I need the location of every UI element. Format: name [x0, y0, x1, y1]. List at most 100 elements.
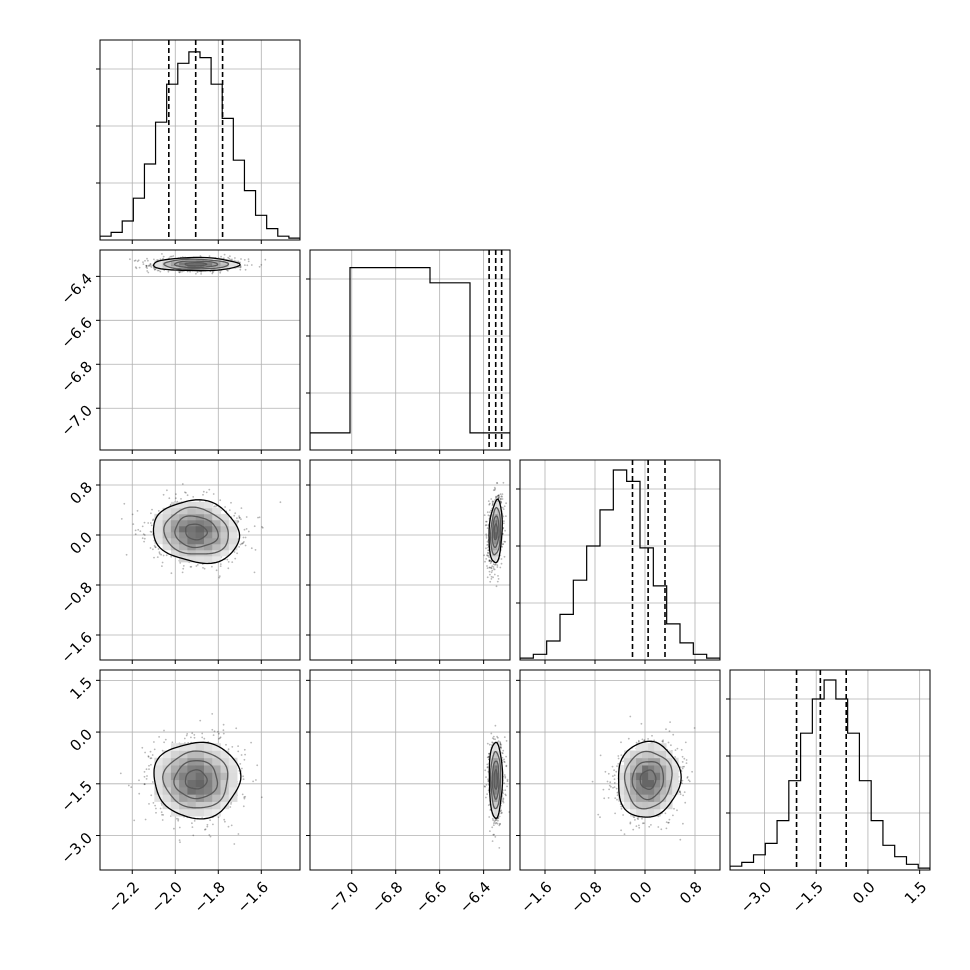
sample-point: [158, 552, 161, 555]
sample-point: [154, 546, 157, 549]
sample-point: [503, 782, 505, 785]
pair-content: [119, 713, 263, 845]
sample-point: [484, 785, 486, 788]
sample-point: [217, 816, 220, 818]
sample-point: [616, 794, 619, 797]
sample-point: [174, 497, 177, 500]
density-cell: [154, 519, 164, 527]
density-cell: [228, 525, 238, 533]
sample-point: [243, 797, 246, 800]
sample-point: [145, 778, 148, 780]
sample-point: [157, 548, 160, 550]
density-cell: [212, 743, 221, 751]
density-cell: [624, 772, 631, 781]
contour-0: [493, 769, 499, 790]
sample-point: [667, 821, 670, 824]
density-cell: [490, 794, 493, 802]
sample-point: [156, 556, 159, 558]
sample-point: [487, 546, 489, 549]
density-cell: [618, 779, 625, 788]
sample-point: [217, 730, 219, 733]
sample-point: [503, 540, 506, 543]
density-cell: [496, 543, 499, 551]
sample-point: [504, 789, 507, 792]
sample-point: [503, 736, 506, 738]
sample-point: [139, 530, 142, 532]
sample-point: [678, 791, 681, 793]
sample-point: [257, 516, 259, 519]
density-cell: [494, 765, 497, 773]
sample-point: [665, 821, 668, 823]
sample-point: [494, 738, 496, 741]
density-cell: [624, 757, 631, 766]
density-cell: [187, 772, 197, 781]
sample-point: [494, 724, 497, 727]
density-cell: [203, 264, 213, 266]
density-cell: [179, 519, 188, 527]
density-cell: [154, 263, 164, 265]
sample-point: [238, 516, 241, 519]
sample-point: [196, 271, 199, 274]
sample-point: [489, 566, 491, 569]
sample-point: [683, 765, 685, 768]
sample-point: [496, 735, 498, 738]
sample-point: [629, 821, 632, 824]
density-cell: [195, 259, 205, 261]
density-cell: [228, 772, 238, 781]
sample-point: [160, 802, 163, 804]
density-cell: [162, 260, 172, 263]
density-cell: [179, 263, 188, 265]
sample-point: [488, 556, 490, 558]
density-cell: [666, 786, 673, 795]
density-cell: [154, 266, 164, 269]
pair-panel-0-3: [96, 669, 301, 874]
sample-point: [161, 565, 163, 567]
density-cell: [490, 531, 493, 539]
density-cell: [494, 537, 497, 545]
density-cell: [220, 750, 230, 759]
density-cell: [498, 549, 500, 557]
density-cell: [195, 555, 205, 563]
sample-point: [486, 554, 489, 557]
sample-point: [256, 764, 259, 767]
sample-point: [239, 543, 242, 546]
contour-0: [493, 522, 499, 541]
sample-point: [150, 763, 152, 766]
density-cell: [624, 765, 631, 773]
sample-point: [178, 839, 181, 841]
density-cell: [195, 808, 205, 817]
density-cell: [496, 519, 499, 527]
density-cell: [187, 549, 197, 557]
density-cell: [493, 757, 495, 766]
sample-point: [186, 494, 189, 497]
sample-point: [260, 264, 263, 266]
sample-point: [252, 780, 255, 783]
density-cell: [220, 264, 230, 266]
sample-point: [146, 267, 149, 269]
sample-point: [222, 723, 225, 726]
density-cell: [636, 801, 643, 810]
sample-point: [502, 801, 505, 804]
sample-point: [208, 834, 211, 836]
sample-point: [487, 554, 490, 557]
density-cell: [187, 519, 197, 527]
density-cell: [496, 808, 499, 817]
sample-point: [150, 531, 153, 533]
density-cell: [490, 801, 493, 810]
sample-point: [240, 754, 243, 756]
sample-point: [181, 571, 184, 574]
sample-point: [205, 491, 208, 494]
sample-point: [629, 715, 632, 718]
sample-point: [199, 255, 202, 257]
sample-point: [177, 818, 180, 820]
sample-point: [499, 823, 501, 826]
sample-point: [502, 481, 505, 484]
sample-point: [218, 737, 220, 740]
density-cell: [228, 537, 238, 545]
sample-point: [153, 741, 155, 743]
sample-point: [146, 270, 149, 272]
sample-point: [672, 814, 674, 817]
density-cell: [170, 260, 180, 263]
sample-point: [162, 257, 165, 260]
sample-point: [154, 268, 157, 271]
